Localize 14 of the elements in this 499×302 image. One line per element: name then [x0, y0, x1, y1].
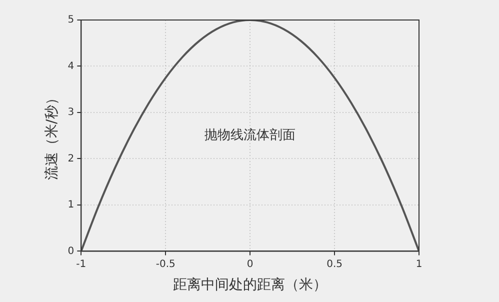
- y-axis-title: 流速（米/秒）: [44, 91, 60, 180]
- x-tick-label: 0: [246, 258, 254, 270]
- y-tick-label: 1: [68, 200, 74, 211]
- annotation: 抛物线流体剖面: [204, 126, 296, 143]
- x-axis-title: 距离中间处的距离（米）: [173, 277, 328, 294]
- x-tick-label: 0.5: [326, 258, 342, 270]
- x-tick-label: -1: [76, 258, 86, 270]
- x-tick-label: 1: [416, 258, 422, 270]
- y-tick-label: 2: [68, 153, 74, 164]
- y-tick-label: 3: [68, 107, 74, 118]
- y-tick-label: 5: [68, 14, 74, 26]
- x-tick-label: -0.5: [156, 258, 176, 270]
- y-tick-label: 4: [68, 60, 74, 72]
- y-tick-label: 0: [68, 246, 74, 257]
